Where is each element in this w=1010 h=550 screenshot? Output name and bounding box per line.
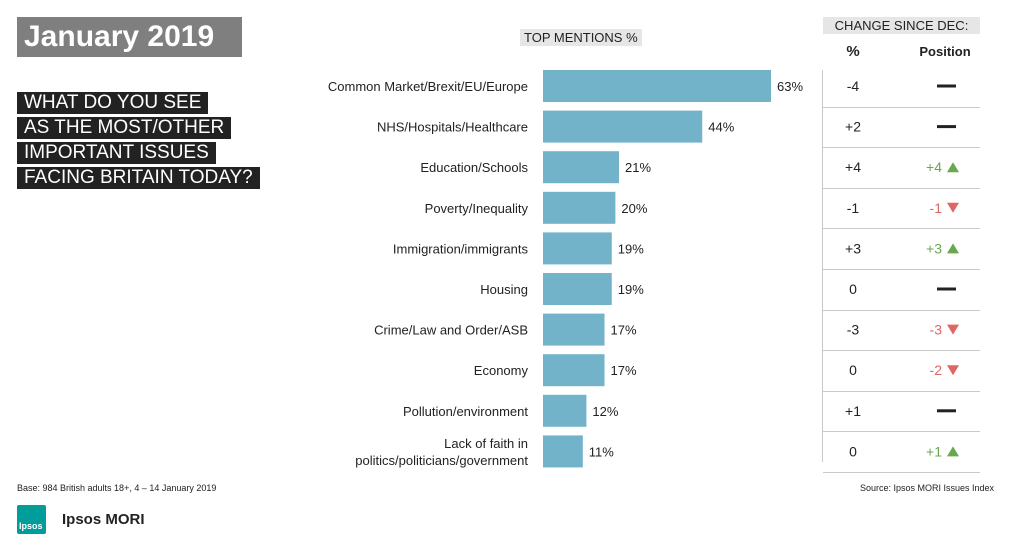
page-title: January 2019 [17,17,242,57]
position-change-3: +4 [926,159,942,175]
category-label-5: Immigration/immigrants [393,241,529,256]
bar-1 [543,70,771,102]
change-pct-5: +3 [845,240,861,256]
category-label-2: NHS/Hospitals/Healthcare [377,120,528,135]
change-since-label: CHANGE SINCE DEC: [823,17,980,34]
question-block: WHAT DO YOU SEE AS THE MOST/OTHER IMPORT… [17,92,260,192]
category-label-line: Crime/Law and Order/ASB [374,323,528,338]
category-label-line: Immigration/immigrants [393,241,529,256]
bar-6 [543,273,612,305]
position-column-header: Position [919,44,971,59]
top-mentions-label: TOP MENTIONS % [520,29,642,46]
question-line-2: AS THE MOST/OTHER [17,117,232,139]
down-arrow-icon [947,202,959,213]
row-divider [823,106,980,108]
row-divider [823,431,980,433]
category-label-line: Lack of faith in [444,436,528,451]
bar-4 [543,191,616,224]
bar-value-label-2: 44% [708,120,734,135]
row-divider [823,350,980,352]
bar-9 [543,394,587,427]
change-pct-6: 0 [849,281,857,297]
bar-2 [543,110,703,143]
bar-value-label-10: 11% [589,444,614,459]
category-label-9: Pollution/environment [403,404,528,419]
no-change-dash-icon [937,84,956,88]
category-label-line: Pollution/environment [403,404,528,419]
category-label-line: Education/Schools [420,160,528,175]
up-arrow-icon [947,162,959,173]
row-divider [823,390,980,392]
logo-text: Ipsos [19,521,43,531]
bar-value-label-5: 19% [618,241,644,256]
row-divider [823,147,980,149]
category-label-line: politics/politicians/government [355,453,528,468]
bar-value-label-4: 20% [621,201,647,216]
category-label-line: Common Market/Brexit/EU/Europe [328,79,528,94]
question-line-3: IMPORTANT ISSUES [17,142,216,164]
bar-8 [543,354,605,387]
question-line-4: FACING BRITAIN TODAY? [17,167,260,189]
category-label-7: Crime/Law and Order/ASB [374,323,528,338]
up-arrow-icon [947,446,959,457]
base-note: Base: 984 British adults 18+, 4 – 14 Jan… [17,483,217,493]
row-divider [823,309,980,311]
category-label-4: Poverty/Inequality [425,201,529,216]
category-label-8: Economy [474,363,529,378]
row-divider [823,187,980,189]
position-change-8: -2 [930,362,943,378]
change-table-left-border [822,70,823,462]
position-change-5: +3 [926,240,942,256]
bar-5 [543,232,612,265]
brand-name: Ipsos MORI [62,511,145,528]
bar-value-label-7: 17% [611,323,637,338]
change-pct-8: 0 [849,362,857,378]
source-note: Source: Ipsos MORI Issues Index [859,483,994,493]
position-change-7: -3 [930,322,943,338]
category-label-10: Lack of faith in politics/politicians/gov… [355,436,528,468]
row-divider [823,472,980,473]
ipsos-logo: Ipsos [17,505,46,534]
change-pct-2: +2 [845,119,861,135]
row-divider [823,228,980,230]
no-change-dash-icon [937,409,956,413]
category-label-1: Common Market/Brexit/EU/Europe [328,79,528,94]
down-arrow-icon [947,324,959,335]
question-line-1: WHAT DO YOU SEE [17,92,209,114]
row-divider [823,269,980,270]
no-change-dash-icon [937,125,956,129]
change-pct-3: +4 [845,159,861,175]
position-change-4: -1 [930,200,943,216]
no-change-dash-icon [937,287,956,291]
down-arrow-icon [947,365,959,376]
change-pct-10: 0 [849,443,857,459]
change-pct-9: +1 [845,403,861,419]
change-pct-7: -3 [847,322,860,338]
category-label-6: Housing [480,282,528,297]
up-arrow-icon [947,243,959,254]
pct-column-header: % [846,43,860,60]
bar-value-label-1: 63% [777,79,803,94]
category-label-3: Education/Schools [420,160,528,175]
position-change-10: +1 [926,443,942,459]
change-pct-1: -4 [847,78,860,94]
category-label-line: Housing [480,282,528,297]
bar-value-label-8: 17% [611,363,637,378]
bar-value-label-3: 21% [625,160,651,175]
bar-value-label-9: 12% [592,404,618,419]
category-label-line: Poverty/Inequality [425,201,529,216]
bar-value-label-6: 19% [618,282,644,297]
category-label-line: NHS/Hospitals/Healthcare [377,120,528,135]
bar-10 [543,435,583,468]
bar-7 [543,313,605,346]
change-pct-4: -1 [847,200,860,216]
category-label-line: Economy [474,363,529,378]
bar-3 [543,151,619,184]
